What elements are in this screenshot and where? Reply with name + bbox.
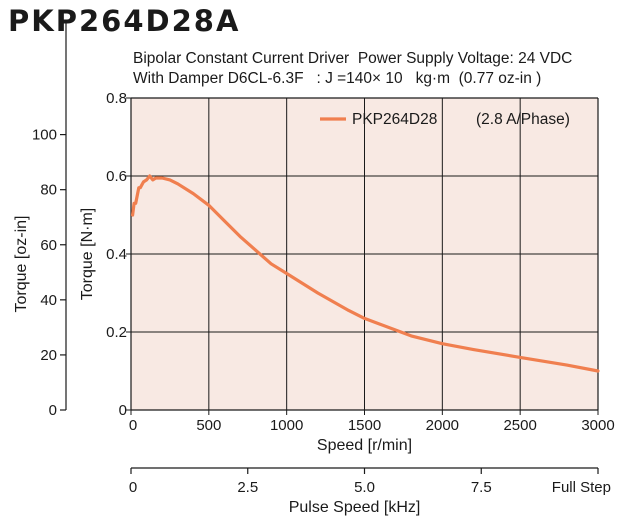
driver-spec-line: Bipolar Constant Current Driver Power Su…: [133, 50, 573, 67]
data-point: [151, 178, 155, 182]
oz-tick-label: 0: [49, 402, 57, 419]
data-point: [145, 178, 148, 182]
y-tick-label: 0.6: [106, 168, 127, 185]
data-point: [134, 202, 137, 205]
data-point: [148, 174, 151, 178]
oz-tick-label: 20: [40, 347, 57, 364]
oz-tick-label: 80: [40, 182, 57, 199]
data-point: [409, 334, 413, 338]
data-point: [596, 369, 600, 373]
data-point: [192, 192, 195, 195]
data-point: [160, 176, 164, 180]
x-axis-label: Speed [r/min]: [317, 437, 412, 454]
axes: 0 500 1000 1500 2000 2500 300000.20.40.60.8020…: [32, 20, 615, 496]
data-point: [363, 317, 366, 320]
data-point: [378, 322, 382, 326]
data-point: [139, 186, 142, 189]
y-axis-label: Torque [N·m]: [79, 208, 96, 300]
data-point: [472, 348, 475, 351]
y-tick-label: 0.8: [106, 90, 127, 107]
data-point: [207, 204, 211, 207]
pulse-tick-label: 2.5: [237, 479, 258, 496]
pulse-tick-label: 5.0: [354, 479, 375, 496]
series-layer: [131, 174, 600, 373]
data-point: [269, 262, 273, 266]
legend: PKP264D28 (2.8 A/Phase): [320, 111, 570, 128]
x-tick-label: 1000: [270, 417, 303, 434]
pulse-tick-label: 7.5: [471, 479, 492, 496]
legend-series-note: (2.8 A/Phase): [476, 111, 570, 128]
pulse-tick-label: 0: [129, 479, 137, 496]
y-tick-label: 0: [119, 402, 127, 419]
data-point: [518, 356, 522, 359]
data-point: [168, 178, 172, 182]
y-tick-label: 0.2: [106, 324, 127, 341]
x-tick-label: 1500: [348, 417, 381, 434]
data-point: [285, 272, 289, 275]
data-point: [142, 180, 145, 184]
data-point: [254, 248, 257, 252]
data-point: [238, 235, 242, 238]
model-title: PKP264D28A: [8, 4, 241, 38]
data-point: [131, 213, 134, 217]
legend-series-name: PKP264D28: [352, 111, 437, 128]
x-tick-label: 2500: [503, 417, 536, 434]
oz-tick-label: 100: [32, 127, 57, 144]
x-tick-label: 3000: [581, 417, 614, 434]
damper-spec-line: With Damper D6CL-6.3F : J =140× 10 kg·m …: [133, 70, 542, 87]
oz-tick-label: 40: [40, 292, 57, 309]
data-point: [223, 219, 226, 223]
data-point: [176, 182, 179, 186]
oz-tick-label: 60: [40, 237, 57, 254]
x-tick-label: 500: [196, 417, 221, 434]
pulse-tick-label: Full Step: [552, 479, 611, 496]
y-tick-label: 0.4: [106, 246, 127, 263]
pulse-axis-label: Pulse Speed [kHz]: [289, 499, 421, 516]
data-point: [565, 363, 569, 367]
data-point: [347, 309, 351, 312]
data-point: [316, 291, 320, 295]
x-tick-label: 2000: [426, 417, 459, 434]
oz-axis-label: Torque [oz-in]: [13, 216, 30, 313]
data-point: [154, 176, 158, 180]
data-point: [441, 342, 444, 346]
x-tick-label: 0: [129, 417, 137, 434]
